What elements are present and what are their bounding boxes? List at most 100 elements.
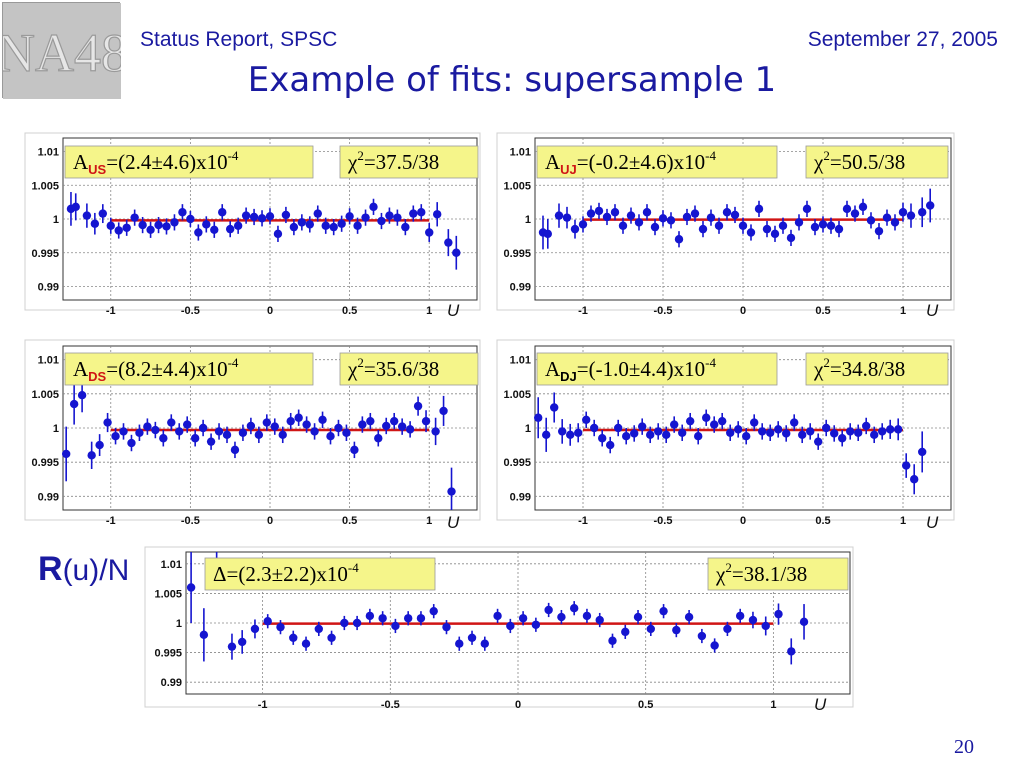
data-point xyxy=(558,427,567,436)
page-number: 20 xyxy=(954,736,974,758)
data-point xyxy=(830,429,839,438)
data-point xyxy=(582,611,592,621)
chi-squared-exponent: 2 xyxy=(823,355,830,370)
data-point xyxy=(493,611,502,621)
data-point xyxy=(342,428,351,437)
asymmetry-exponent: -4 xyxy=(228,355,239,370)
data-point xyxy=(146,225,155,234)
data-point xyxy=(730,210,740,220)
chi2-box xyxy=(805,352,949,386)
data-point xyxy=(838,434,847,443)
data-point xyxy=(723,624,732,634)
data-point xyxy=(666,216,676,225)
data-point xyxy=(858,202,868,212)
data-point xyxy=(432,210,442,219)
asymmetry-label-box xyxy=(536,352,778,386)
chi2-value: =35.6/38 xyxy=(364,357,439,381)
chi2-box xyxy=(339,352,479,386)
data-point xyxy=(365,611,375,621)
data-point xyxy=(382,421,391,431)
data-point xyxy=(154,220,163,230)
data-point xyxy=(238,428,248,437)
chi2-box xyxy=(707,557,849,591)
chi-squared-exponent: 2 xyxy=(357,355,364,370)
x-tick-label: -0.5 xyxy=(381,699,400,711)
y-tick-label: 1 xyxy=(176,618,182,630)
y-tick-label: 1.01 xyxy=(38,355,59,367)
data-point xyxy=(586,209,596,218)
data-point xyxy=(794,218,804,227)
data-point xyxy=(329,222,338,232)
data-point xyxy=(416,614,426,623)
data-point xyxy=(710,641,719,650)
x-axis-label: U xyxy=(814,695,827,714)
data-point xyxy=(111,432,120,441)
data-point xyxy=(480,639,489,648)
na48-logo: NA48 xyxy=(2,2,121,99)
chi-symbol: χ xyxy=(813,357,824,381)
data-point xyxy=(578,220,588,229)
data-point xyxy=(421,416,431,426)
data-point xyxy=(358,420,367,429)
x-tick-label: 0 xyxy=(267,305,273,317)
asymmetry-value: =(2.4±4.6)x10 xyxy=(106,150,227,174)
x-tick-label: 1 xyxy=(770,699,776,711)
svg-text:NA48: NA48 xyxy=(3,23,121,83)
x-axis-label: U xyxy=(926,513,939,532)
x-tick-label: -1 xyxy=(258,699,268,711)
data-point xyxy=(854,428,863,437)
data-point xyxy=(321,221,330,230)
data-point xyxy=(890,218,900,227)
data-point xyxy=(401,222,410,232)
data-point xyxy=(682,212,692,222)
data-point xyxy=(646,624,655,634)
data-point xyxy=(273,229,283,239)
data-point xyxy=(77,391,87,400)
y-tick-label: 0.995 xyxy=(154,648,182,660)
data-point xyxy=(199,630,209,640)
data-point xyxy=(405,425,415,434)
data-point xyxy=(531,620,541,629)
data-point xyxy=(127,438,136,448)
data-point xyxy=(385,211,394,220)
data-point xyxy=(313,209,322,218)
data-point xyxy=(697,631,707,641)
x-tick-label: -0.5 xyxy=(181,515,200,527)
data-point xyxy=(369,202,378,212)
data-point xyxy=(352,618,362,628)
data-point xyxy=(690,209,700,218)
asymmetry-label-box xyxy=(64,145,314,179)
data-point xyxy=(738,221,748,230)
data-point xyxy=(377,216,386,226)
chi2-label: χ2=34.8/38 xyxy=(813,355,905,381)
data-point xyxy=(318,415,327,424)
data-point xyxy=(425,228,434,237)
x-tick-label: 1 xyxy=(426,515,432,527)
data-point xyxy=(594,206,604,216)
data-point xyxy=(557,612,566,622)
data-point xyxy=(570,224,580,234)
data-point xyxy=(554,211,564,220)
data-point xyxy=(138,220,147,230)
y-tick-label: 0.995 xyxy=(503,457,531,469)
x-tick-label: -1 xyxy=(106,305,116,317)
data-point xyxy=(431,427,440,436)
chi2-label: χ2=35.6/38 xyxy=(347,355,439,381)
data-point xyxy=(726,428,735,437)
chi-symbol: χ xyxy=(813,150,824,174)
data-point xyxy=(770,229,780,239)
y-tick-label: 1.01 xyxy=(38,147,59,159)
data-point xyxy=(610,208,620,217)
data-point xyxy=(186,583,196,592)
data-point xyxy=(802,204,812,214)
chi2-label: χ2=38.1/38 xyxy=(715,560,807,586)
data-point xyxy=(782,429,791,438)
data-point xyxy=(87,451,96,460)
data-point xyxy=(190,434,200,443)
data-point xyxy=(397,422,407,431)
asymmetry-subscript: UJ xyxy=(560,162,577,177)
data-point xyxy=(621,627,630,637)
data-point xyxy=(862,421,871,431)
lower-plot-label-rest: (u)/N xyxy=(62,554,130,587)
data-point xyxy=(409,209,418,218)
